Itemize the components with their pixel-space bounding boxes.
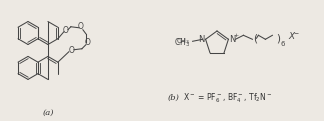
Text: (a): (a)	[42, 109, 54, 117]
Text: X$^-$ = PF$_6^-$, BF$_4^-$, Tf$_2$N$^-$: X$^-$ = PF$_6^-$, BF$_4^-$, Tf$_2$N$^-$	[183, 91, 272, 105]
Text: O: O	[85, 38, 91, 47]
Text: CH$_3$: CH$_3$	[174, 36, 191, 49]
Text: −: −	[294, 31, 299, 36]
Text: +: +	[233, 33, 239, 38]
Text: X: X	[288, 32, 295, 41]
Text: O: O	[69, 46, 75, 55]
Text: CH₃: CH₃	[177, 38, 190, 44]
Text: N: N	[229, 35, 236, 44]
Text: 6: 6	[280, 41, 285, 47]
Text: O: O	[63, 26, 69, 35]
Text: (b): (b)	[168, 94, 180, 102]
Text: (: (	[253, 33, 257, 43]
Text: O: O	[78, 22, 84, 31]
Text: ): )	[276, 33, 280, 43]
Text: N: N	[198, 35, 204, 44]
